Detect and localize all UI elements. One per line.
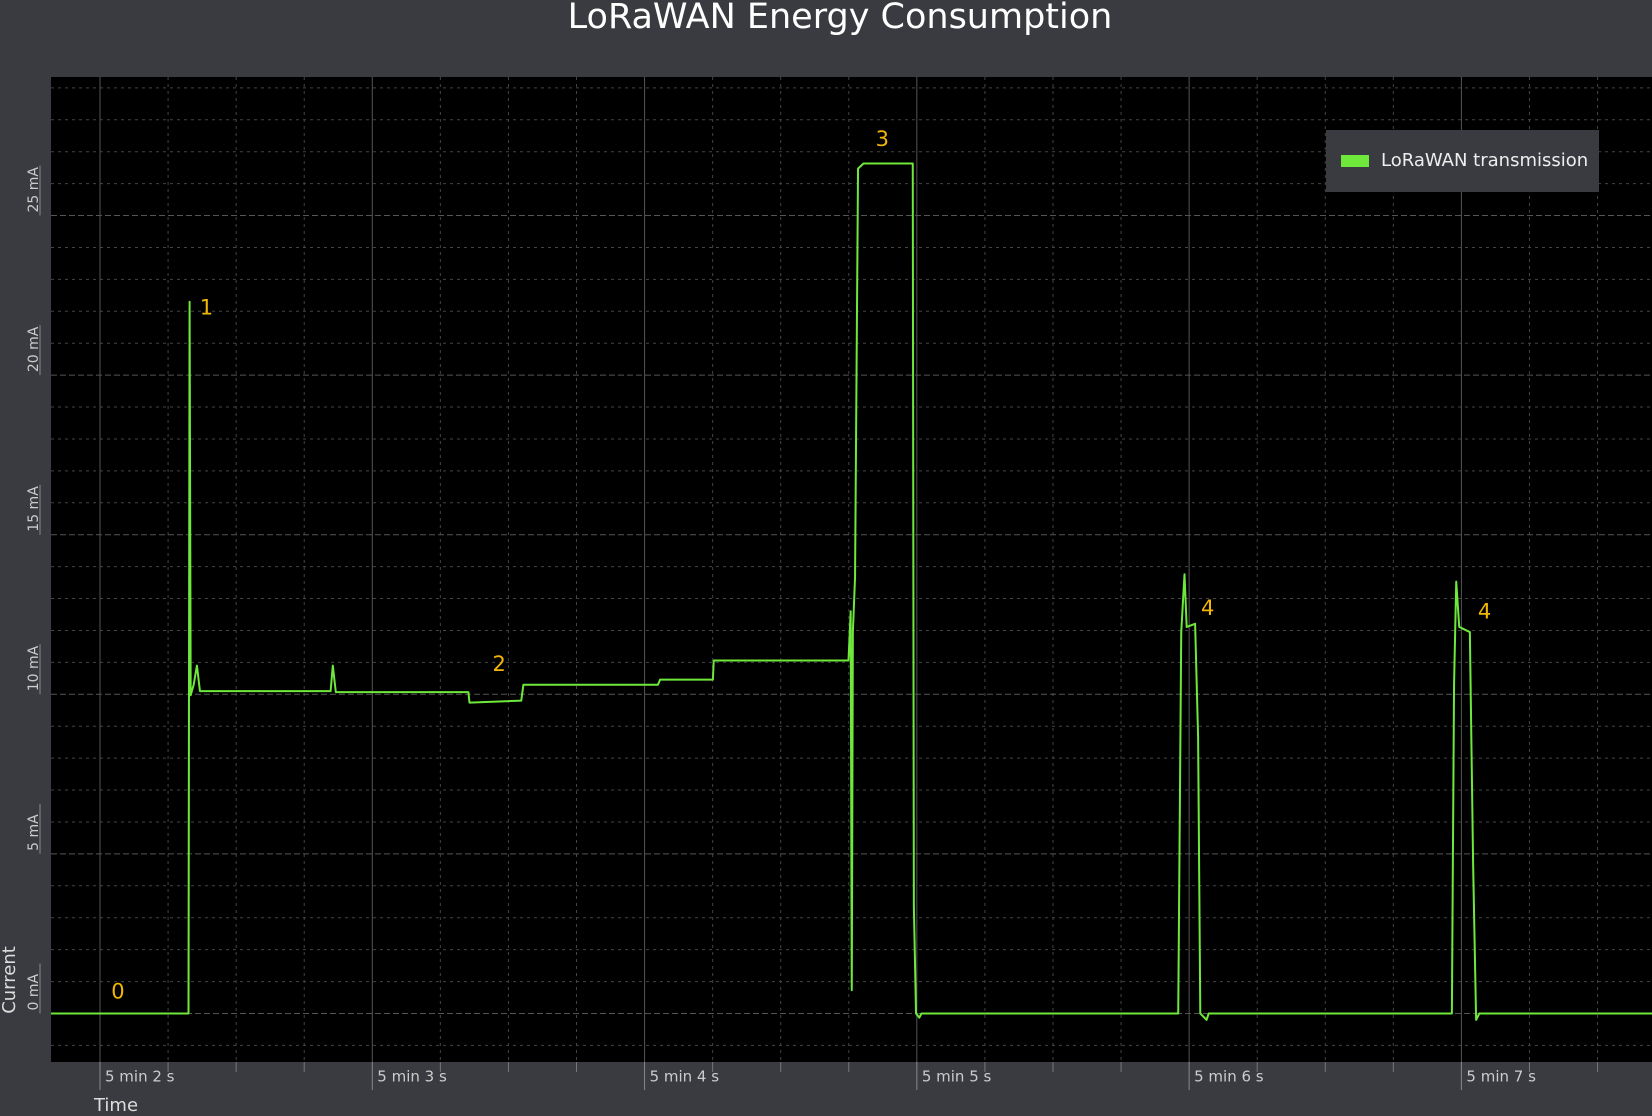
annotation: 4 — [1478, 599, 1491, 623]
annotation: 4 — [1201, 596, 1214, 620]
x-tick-label: 5 min 2 s — [105, 1068, 175, 1086]
annotation: 1 — [200, 296, 213, 320]
y-tick-label: 20 mA — [26, 326, 42, 372]
data-line — [51, 162, 1652, 1021]
annotation: 2 — [492, 652, 505, 676]
y-axis-label: Current — [0, 946, 20, 1014]
legend-label: LoRaWAN transmission — [1381, 150, 1588, 171]
x-tick-label: 5 min 4 s — [650, 1068, 720, 1086]
annotation: 0 — [111, 979, 124, 1003]
x-tick-label: 5 min 3 s — [377, 1068, 447, 1086]
legend-box — [1326, 130, 1599, 192]
y-tick-label: 15 mA — [26, 486, 42, 532]
x-tick-label: 5 min 5 s — [922, 1068, 992, 1086]
legend-swatch — [1341, 155, 1369, 167]
x-axis-label: Time — [93, 1095, 138, 1116]
x-tick-label: 5 min 6 s — [1194, 1068, 1264, 1086]
y-tick-label: 10 mA — [26, 645, 42, 691]
chart-title: LoRaWAN Energy Consumption — [568, 0, 1113, 37]
x-tick-label: 5 min 7 s — [1466, 1068, 1536, 1086]
annotation: 3 — [876, 127, 889, 151]
y-tick-label: 25 mA — [26, 167, 42, 213]
y-tick-label: 0 mA — [26, 973, 42, 1010]
y-tick-label: 5 mA — [26, 814, 42, 851]
